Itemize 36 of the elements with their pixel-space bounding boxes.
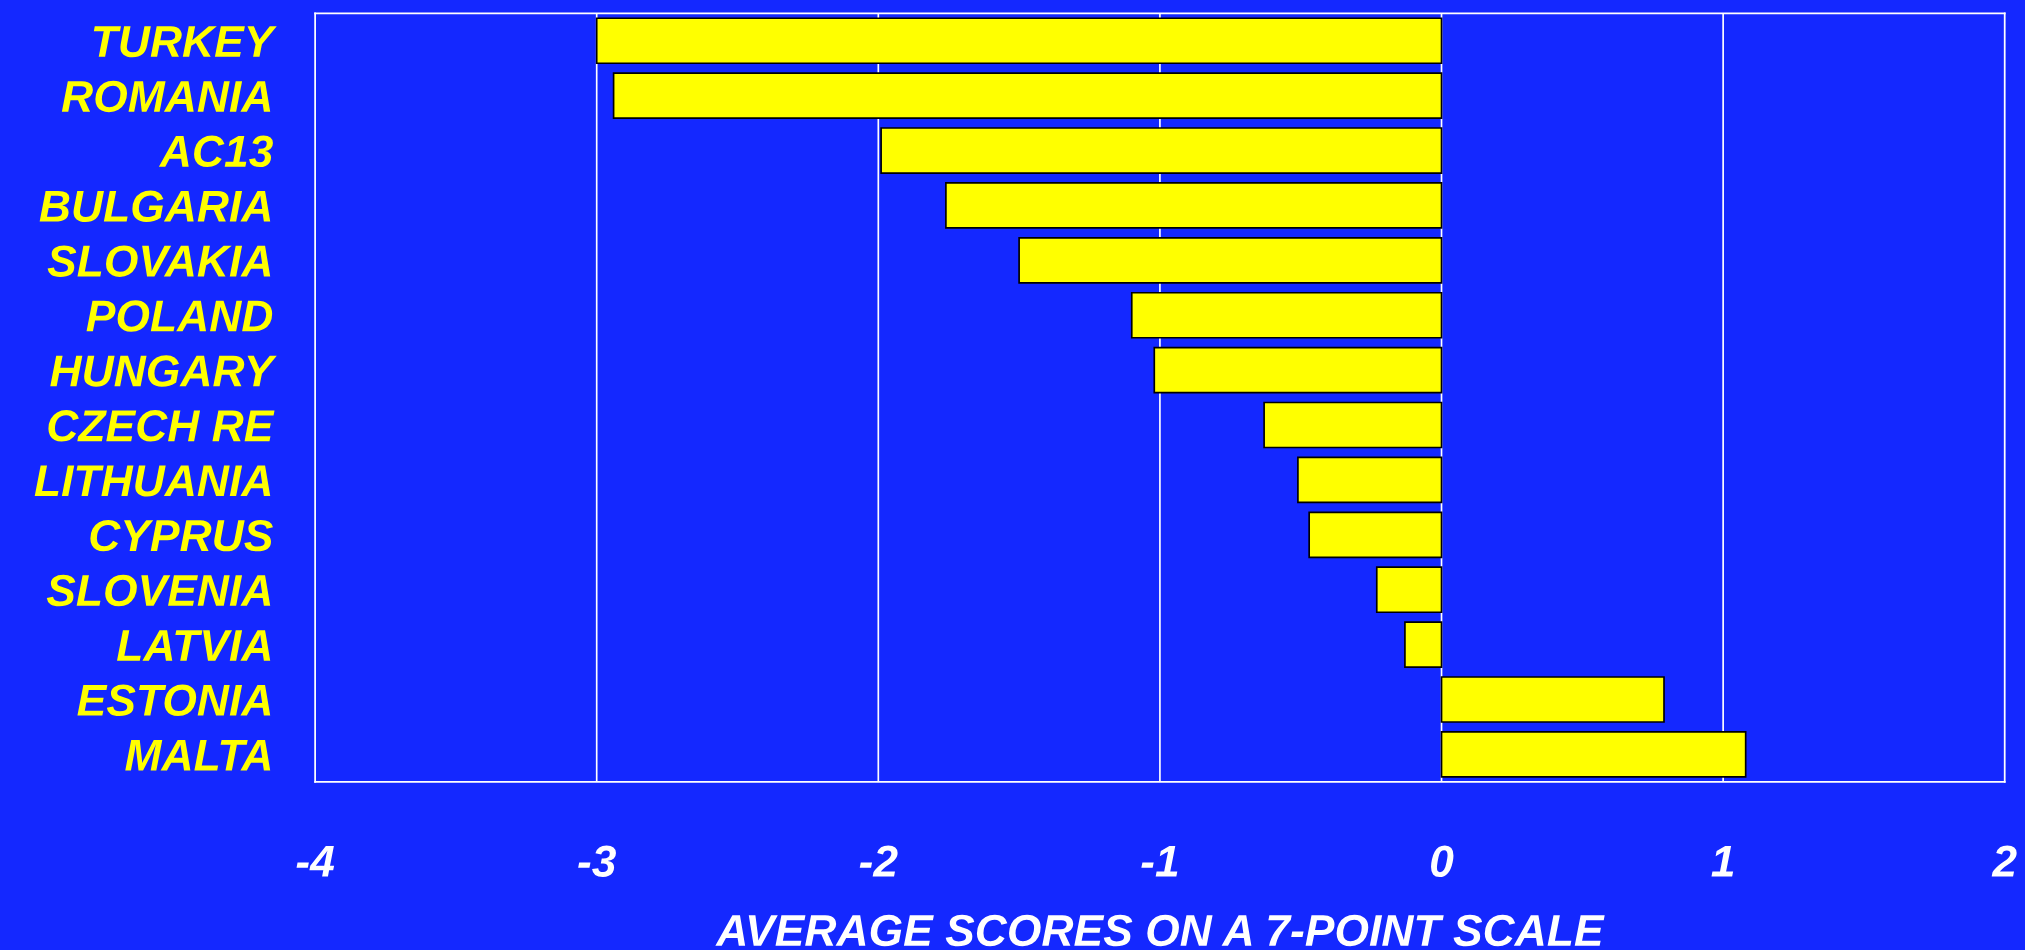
bar — [1153, 346, 1443, 394]
x-tick-label: -2 — [859, 845, 898, 877]
y-tick-label: SLOVAKIA — [47, 245, 271, 277]
bar — [1375, 566, 1443, 614]
x-tick-label: 0 — [1431, 845, 1454, 877]
y-tick-label: LATVIA — [117, 630, 271, 661]
bar — [612, 72, 1443, 119]
y-tick-label: SLOVENIA — [46, 574, 271, 607]
y-tick-label: CYPRUS — [90, 519, 273, 552]
y-tick-label: LITHUANIA — [34, 465, 271, 497]
y-tick-label: ROMANIA — [61, 80, 271, 113]
x-tick-label: 1 — [1711, 845, 1734, 877]
y-tick-label: AC13 — [158, 135, 273, 168]
x-tick-label: 2 — [1991, 845, 2017, 877]
y-tick-label: POLAND — [86, 300, 273, 332]
bar — [1263, 401, 1443, 449]
bar — [880, 127, 1443, 174]
x-axis-title: AVERAGE SCORES ON A 7-POINT SCALE — [715, 914, 1605, 947]
bar — [1440, 676, 1665, 723]
bar — [1297, 456, 1443, 504]
y-tick-label: TURKEY — [93, 26, 277, 58]
bar — [945, 182, 1443, 229]
bar — [1440, 731, 1747, 778]
bar — [1018, 236, 1443, 284]
bar — [1130, 291, 1443, 339]
y-tick-label: ESTONIA — [77, 684, 271, 717]
bar — [595, 17, 1443, 65]
y-tick-label: BULGARIA — [39, 190, 271, 222]
y-tick-label: HUNGARY — [50, 355, 277, 387]
bar — [1308, 511, 1443, 559]
x-tick-label: -4 — [296, 845, 335, 877]
x-tick-label: -3 — [578, 845, 616, 877]
y-tick-label: MALTA — [125, 739, 271, 771]
x-tick-label: -1 — [1141, 845, 1178, 877]
bar — [1404, 621, 1443, 668]
y-tick-label: CZECH RE — [48, 410, 275, 442]
